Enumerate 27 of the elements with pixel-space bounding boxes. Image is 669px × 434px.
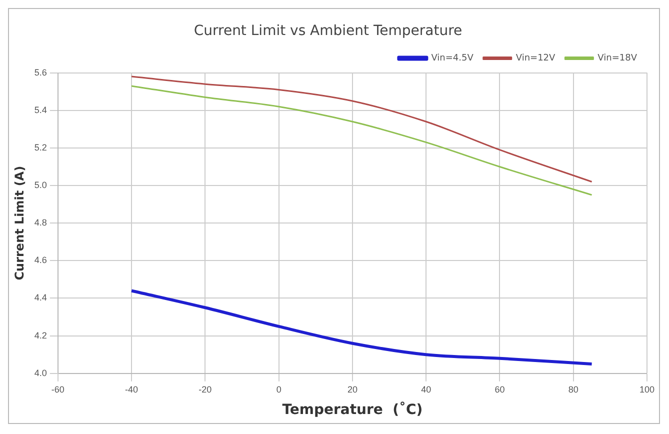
- x-tick-label: -40: [125, 384, 138, 394]
- y-tick-label: 4.0: [34, 368, 47, 378]
- line-series: [130, 76, 593, 183]
- y-tick-label: 5.2: [34, 142, 47, 152]
- x-tick-label: -60: [51, 384, 64, 394]
- x-tick-label: -20: [198, 384, 212, 394]
- x-axis-title: Temperature (˚C): [282, 401, 423, 418]
- x-tick-label: 100: [639, 384, 655, 394]
- x-tick-label: 40: [421, 384, 432, 394]
- x-tick-label: 0: [276, 384, 282, 394]
- x-tick-label: 80: [568, 384, 578, 394]
- y-tick-label: 5.4: [34, 104, 47, 115]
- chart-title: Current Limit vs Ambient Temperature: [194, 23, 462, 40]
- legend-label: Vin=4.5V: [431, 54, 474, 64]
- y-tick-label: 4.8: [34, 218, 47, 228]
- y-tick-label: 5.6: [34, 67, 47, 78]
- legend-label: Vin=12V: [516, 54, 556, 64]
- y-tick-label: 4.2: [34, 330, 47, 340]
- legend-label: Vin=18V: [598, 54, 638, 64]
- line-series: [130, 85, 593, 196]
- line-series: [130, 289, 594, 366]
- y-axis-title: Current Limit (A): [12, 166, 26, 280]
- x-tick-label: 20: [347, 384, 358, 394]
- y-tick-label: 4.6: [34, 255, 47, 266]
- x-tick-label: 60: [494, 384, 505, 394]
- y-tick-label: 4.4: [34, 292, 47, 303]
- y-tick-label: 5.0: [34, 180, 47, 190]
